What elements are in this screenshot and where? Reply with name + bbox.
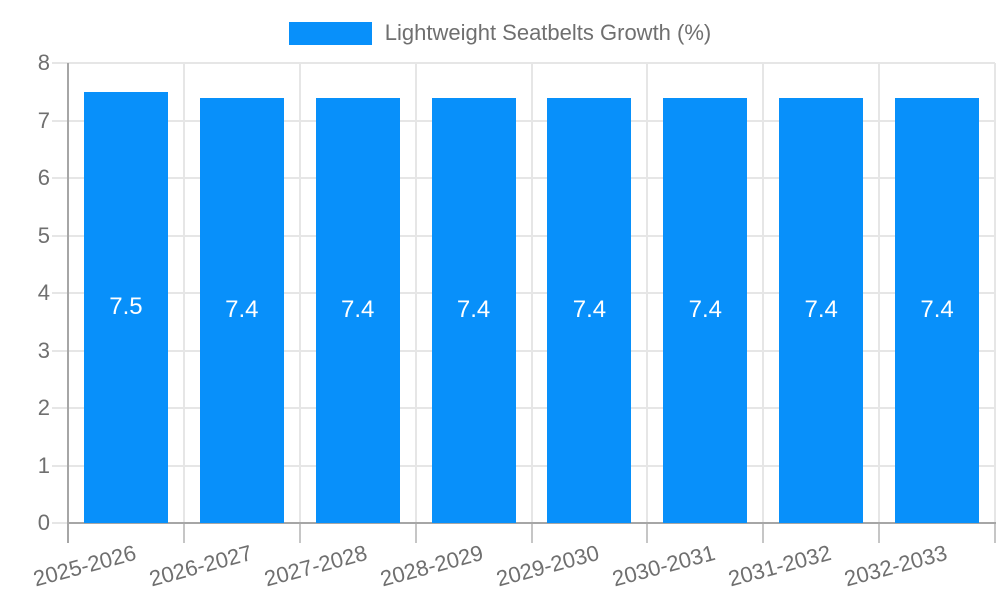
y-tick-label: 6 [37, 165, 50, 190]
y-tick [52, 292, 68, 294]
bar[interactable] [779, 97, 864, 523]
x-tick-label: 2026-2027 [146, 540, 255, 592]
x-gridline [994, 63, 996, 523]
y-tick [52, 349, 68, 352]
bar-value-label: 7.4 [456, 296, 491, 324]
x-tick [762, 523, 765, 543]
bar-value-label: 7.4 [572, 296, 607, 324]
bar[interactable] [315, 97, 400, 523]
bar-value-label: 7.4 [920, 296, 954, 324]
y-tick [52, 62, 68, 64]
y-tick-label: 3 [37, 337, 50, 363]
legend-label: Lightweight Seatbelts Growth (%) [384, 20, 712, 45]
y-tick-label: 2 [37, 395, 50, 420]
x-tick [298, 523, 301, 543]
x-tick-label: 2031-2032 [725, 540, 834, 592]
bar[interactable] [547, 97, 632, 523]
x-gridline [298, 63, 301, 523]
y-tick [52, 119, 68, 122]
y-tick-label: 1 [37, 452, 50, 478]
x-gridline [762, 63, 765, 523]
bar[interactable] [431, 97, 516, 523]
bar-value-label: 7.4 [804, 296, 838, 324]
x-tick [530, 523, 533, 543]
y-axis-line [67, 63, 69, 525]
legend-swatch [288, 21, 372, 45]
y-tick [52, 464, 68, 467]
x-gridline [414, 63, 417, 523]
legend[interactable]: Lightweight Seatbelts Growth (%) [0, 20, 1000, 46]
bar[interactable] [895, 97, 980, 523]
x-gridline [530, 63, 533, 523]
x-tick [67, 523, 69, 543]
x-tick [182, 523, 185, 543]
x-tick-label: 2027-2028 [262, 540, 371, 592]
y-tick [52, 177, 68, 179]
y-tick [52, 522, 68, 524]
x-gridline [878, 63, 881, 523]
x-tick [994, 523, 996, 543]
y-tick-label: 8 [37, 50, 50, 75]
x-gridline [646, 63, 649, 523]
bar-value-label: 7.4 [688, 296, 722, 324]
y-tick-label: 7 [37, 107, 50, 133]
bar-value-label: 7.4 [225, 296, 259, 324]
x-tick [646, 523, 649, 543]
y-tick-label: 5 [37, 222, 50, 248]
x-axis-line [67, 522, 996, 524]
bar[interactable] [663, 97, 748, 523]
x-tick-label: 2032-2033 [841, 540, 950, 592]
x-tick-label: 2028-2029 [377, 540, 487, 592]
y-tick-label: 0 [37, 510, 50, 535]
x-tick [878, 523, 881, 543]
x-tick-label: 2029-2030 [493, 540, 602, 592]
x-gridline [182, 63, 185, 523]
x-tick [414, 523, 417, 543]
y-tick-label: 4 [37, 280, 50, 305]
bar-value-label: 7.5 [109, 293, 143, 321]
x-tick-label: 2030-2031 [609, 540, 718, 592]
y-tick [52, 234, 68, 237]
x-tick-label: 2025-2026 [30, 540, 139, 592]
y-tick [52, 407, 68, 409]
bar[interactable] [83, 91, 168, 523]
bar[interactable] [199, 97, 284, 523]
bar-value-label: 7.4 [341, 296, 375, 324]
